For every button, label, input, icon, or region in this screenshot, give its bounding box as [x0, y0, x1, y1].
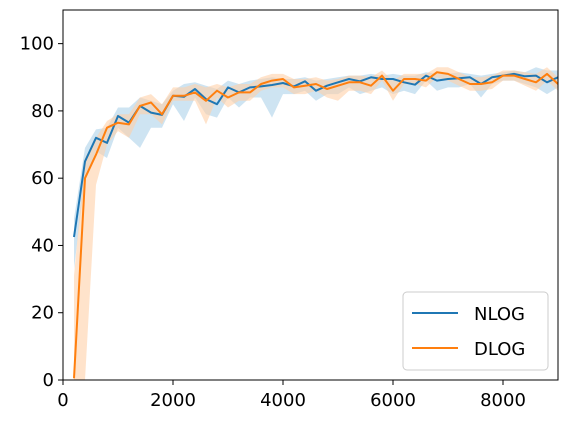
x-tick-label: 2000 [150, 390, 196, 411]
nlog-line [73, 72, 558, 238]
y-tick-label: 20 [31, 303, 54, 324]
legend-label-nlog: NLOG [474, 304, 525, 325]
x-tick-label: 4000 [260, 390, 306, 411]
y-axis: 0 20 40 60 80 100 [20, 34, 63, 391]
legend: NLOG DLOG [402, 291, 549, 371]
y-tick-label: 60 [31, 168, 54, 189]
x-tick-label: 0 [57, 390, 68, 411]
x-tick-label: 6000 [370, 390, 416, 411]
series-lines [73, 71, 558, 379]
legend-label-dlog: DLOG [474, 339, 525, 360]
y-tick-label: 40 [31, 235, 54, 256]
y-tick-label: 0 [43, 370, 54, 391]
y-tick-label: 100 [20, 34, 54, 55]
x-axis: 0 2000 4000 6000 8000 [57, 380, 526, 411]
dlog-line [73, 71, 558, 379]
plot-frame [62, 9, 559, 381]
x-tick-label: 8000 [480, 390, 526, 411]
y-tick-label: 80 [31, 101, 54, 122]
legend-box [402, 291, 549, 371]
